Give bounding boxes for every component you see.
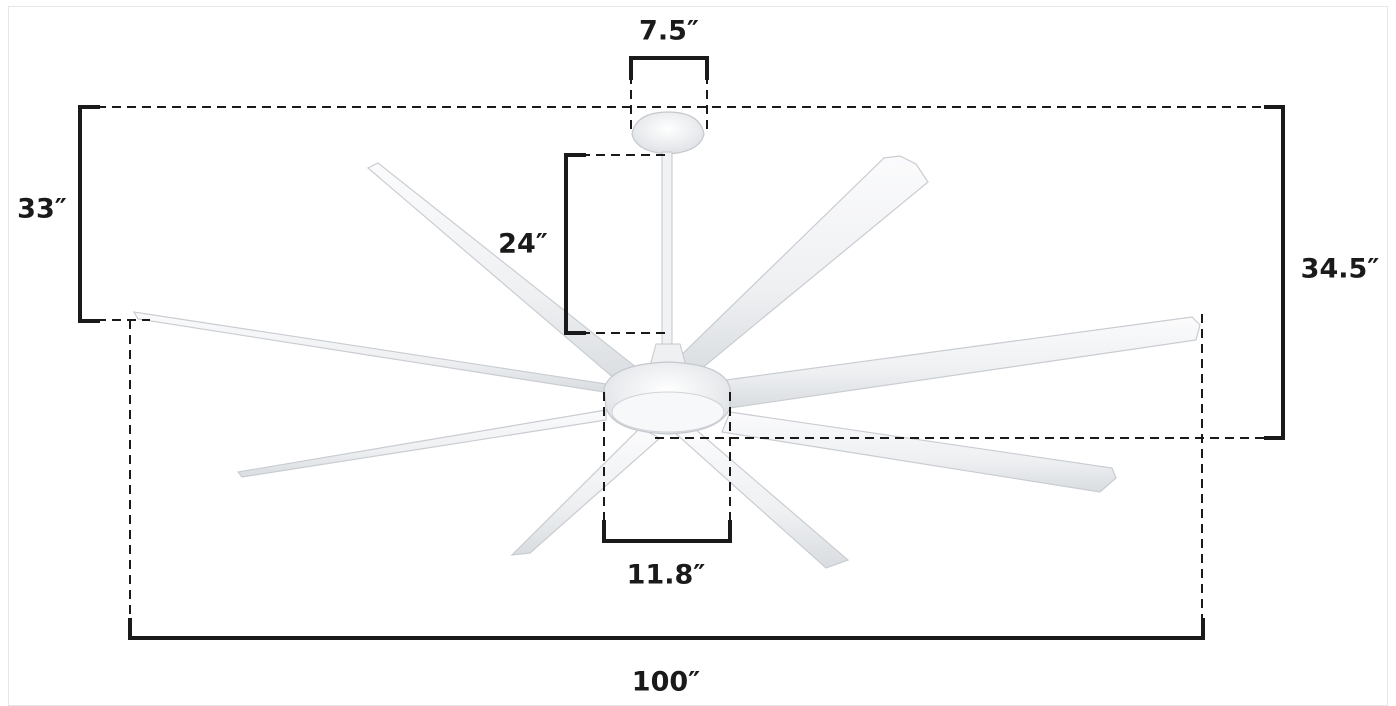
fan-blade [132, 311, 607, 393]
fan-blade [721, 411, 1117, 493]
label-span: 100″ [631, 666, 701, 698]
light-kit [611, 391, 725, 433]
fan-blade [725, 316, 1201, 409]
bracket-downrod [564, 153, 586, 335]
bracket-motor [602, 520, 732, 543]
ceiling-fan [132, 111, 1201, 569]
label-overall-height: 34.5″ [1300, 253, 1380, 285]
fan-blade [672, 427, 850, 569]
fan-blade [510, 427, 662, 556]
fan-blade [666, 155, 929, 379]
canopy [631, 111, 705, 155]
bracket-canopy [629, 56, 709, 80]
fan-blade [366, 162, 644, 386]
label-canopy-width: 7.5″ [639, 15, 699, 47]
label-motor-width: 11.8″ [626, 559, 706, 591]
bracket-blade-height [78, 105, 100, 323]
fan-blade [236, 409, 607, 478]
label-blade-height: 33″ [17, 193, 67, 225]
downrod [661, 151, 673, 349]
bracket-span [128, 618, 1205, 640]
bracket-overall-height [1264, 105, 1285, 440]
label-downrod-length: 24″ [498, 228, 548, 260]
